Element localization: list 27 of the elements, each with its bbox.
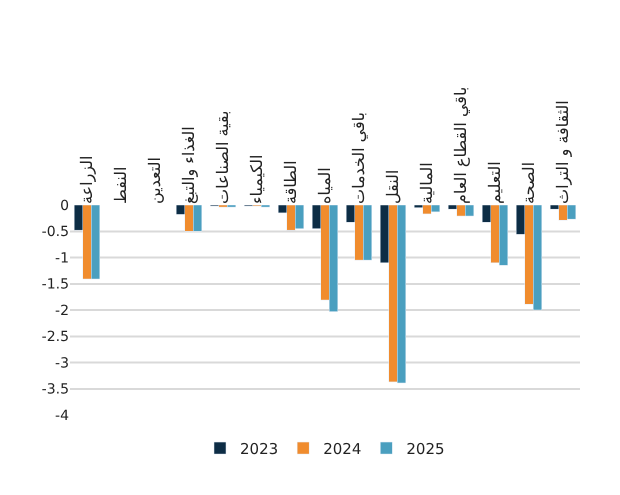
x-tick-label: النفط <box>111 166 130 204</box>
legend-label: 2023 <box>240 440 278 458</box>
y-tick-label: -1 <box>55 250 69 266</box>
x-tick-label: باقي الخدمات <box>349 112 368 204</box>
x-tick-label: بقية الصناعات <box>213 110 232 204</box>
x-tick-label: التعدين <box>145 157 164 204</box>
x-tick-label: الكيمياء <box>247 154 266 204</box>
x-tick-label: المالية <box>417 162 436 204</box>
x-tick-label: المياه <box>315 167 334 204</box>
y-tick-label: -2.5 <box>42 329 69 346</box>
y-tick-label: 0 <box>60 198 69 214</box>
legend-label: 2025 <box>406 440 445 458</box>
y-tick-label: -2 <box>55 302 69 319</box>
y-tick-label: -3 <box>55 355 69 372</box>
y-tick-label: -1.5 <box>42 276 69 293</box>
x-tick-label: الثقافة و التراث <box>553 100 572 204</box>
legend-label: 2024 <box>323 440 362 458</box>
x-tick-label: التعليم <box>485 161 504 204</box>
x-tick-label: الزراعة <box>77 156 96 204</box>
y-tick-label: -3.5 <box>42 382 69 398</box>
x-tick-label: النقل <box>383 170 402 204</box>
x-tick-label: الغذاء والتبغ <box>179 126 198 204</box>
y-tick-label: -4 <box>55 408 70 424</box>
x-tick-label: باقي القطاع العام <box>451 86 470 204</box>
x-tick-label: الصحة <box>519 162 538 204</box>
x-tick-label: الطاقة <box>281 160 300 204</box>
y-tick-label: -0.5 <box>42 224 69 240</box>
